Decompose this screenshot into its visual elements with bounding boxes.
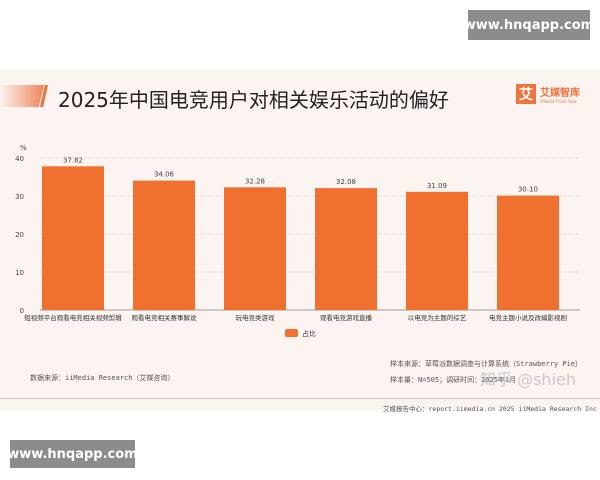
report-center: 艾媒报告中心：report.iimedia.cn 2025 iiMedia Re… xyxy=(383,405,597,413)
y-axis-unit: % xyxy=(20,144,27,152)
bar xyxy=(406,191,468,310)
y-tick-label: 30 xyxy=(15,193,24,201)
page-title: 2025年中国电竞用户对相关娱乐活动的偏好 xyxy=(58,88,449,112)
bar xyxy=(497,195,559,310)
sample-source: 样本来源：草莓派数据调查与计算系统（Strawberry Pie） xyxy=(390,360,583,368)
zhihu-watermark: 知乎 @shieh xyxy=(480,370,576,389)
bar xyxy=(224,187,286,310)
x-tick-label: 以电竞为主题的综艺 xyxy=(408,313,467,322)
data-label: 37.82 xyxy=(63,156,83,164)
data-label: 32.08 xyxy=(336,178,356,186)
watermark-bottom: www.hnqapp.com xyxy=(7,440,138,468)
data-label: 34.06 xyxy=(154,171,175,179)
bar xyxy=(133,180,195,310)
logo-mark: 艾 xyxy=(516,84,536,104)
data-label: 30.10 xyxy=(518,186,538,194)
data-label: 31.09 xyxy=(427,182,447,190)
iimedia-logo: 艾 艾媒智库 iiMedia Think Tank xyxy=(516,84,580,104)
y-tick-label: 20 xyxy=(15,231,24,239)
y-tick-label: 40 xyxy=(15,155,24,163)
title-decoration xyxy=(0,85,44,107)
x-tick-label: 短视频平台观看电竞相关视频剪辑 xyxy=(24,313,122,322)
data-source: 数据来源：iiMedia Research（艾媒咨询） xyxy=(30,374,175,382)
watermark-top: www.hnqapp.com xyxy=(464,10,594,40)
legend-swatch xyxy=(285,329,298,337)
bar xyxy=(42,166,104,310)
x-tick-label: 观看电竞游戏直播 xyxy=(320,313,373,322)
footer-divider xyxy=(0,398,600,399)
bar xyxy=(315,188,377,310)
y-tick-label: 10 xyxy=(15,269,24,277)
logo-sub: iiMedia Think Tank xyxy=(540,99,577,104)
x-tick-label: 玩电竞类游戏 xyxy=(236,313,276,322)
data-label: 32.28 xyxy=(245,177,265,185)
x-tick-label: 电竞主题小说及改编影视剧 xyxy=(489,313,567,322)
logo-name: 艾媒智库 xyxy=(540,88,580,99)
sample-size: 样本量：N=505；调研时间：2025年1月 xyxy=(390,376,517,384)
x-tick-label: 观看电竞相关赛事解说 xyxy=(132,313,198,322)
legend-label: 占比 xyxy=(302,329,316,338)
y-tick-label: 0 xyxy=(20,307,24,315)
title-decoration-slash xyxy=(40,85,48,107)
